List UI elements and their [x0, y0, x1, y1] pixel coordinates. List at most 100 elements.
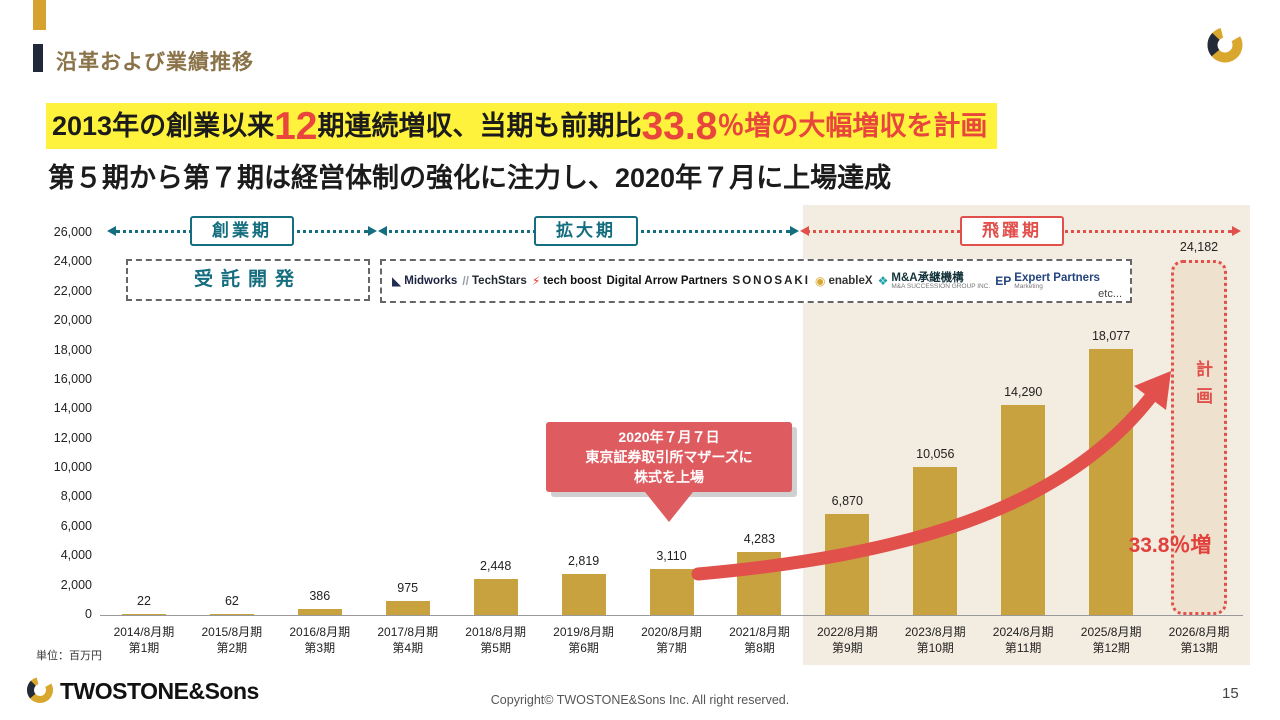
services-logos-box: ◣ Midworks //TechStars ⚡ tech boost Digital A… [380, 259, 1132, 303]
arrow-right-icon [1232, 226, 1241, 236]
bar-value-label: 2,819 [567, 553, 600, 568]
x-axis-line [100, 615, 1243, 616]
headline-text-2: 期連続増収、当期も前期比 [317, 111, 642, 141]
x-label-term: 第1期 [128, 641, 160, 655]
bar-value-label: 24,182 [1179, 239, 1219, 254]
plan-label: 計画 [1193, 360, 1212, 414]
bar [209, 613, 254, 615]
bar [913, 467, 958, 615]
bar-value-label: 22 [137, 593, 151, 608]
partner-logo-enablex: ◉ enableX [815, 274, 873, 288]
x-label-term: 第12期 [1092, 641, 1130, 655]
phase-label-expansion: 拡大期 [534, 216, 638, 246]
logo-name: SONOSAKI [732, 274, 810, 287]
x-label-term: 第4期 [392, 641, 424, 655]
bar-value-label: 386 [309, 589, 331, 604]
bar-value-label: 18,077 [1091, 329, 1131, 344]
y-tick-label: 4,000 [60, 548, 92, 563]
title-accent-bar [33, 44, 43, 72]
partner-logo-techstars: //TechStars [462, 274, 526, 288]
partner-logo-ma-shokei: ❖ M&A承継機構 M&A SUCCESSION GROUP INC. [878, 272, 991, 291]
y-tick-label: 0 [85, 607, 92, 621]
x-label-term: 第7期 [656, 641, 687, 655]
x-label-year: 2017/8月期 [377, 625, 439, 639]
ipo-callout-line3: 株式を上場 [634, 469, 704, 485]
x-label-term: 第2期 [216, 641, 248, 655]
gold-accent-mark [33, 0, 46, 30]
logo-name: TechStars [472, 274, 527, 287]
midworks-icon: ◣ [392, 274, 402, 288]
ipo-callout-line1: 2020年７月７日 [618, 429, 720, 445]
bar [385, 600, 430, 615]
logo-name: Digital Arrow Partners [606, 274, 728, 287]
logos-row: ◣ Midworks //TechStars ⚡ tech boost Digital A… [382, 261, 1130, 301]
y-tick-label: 18,000 [53, 342, 92, 357]
bar-value-label: 975 [397, 580, 419, 595]
phase-label-leap: 飛躍期 [960, 216, 1064, 246]
unit-label: 単位：百万円 [36, 650, 102, 662]
contract-dev-box: 受託開発 [126, 259, 370, 301]
ma-shokei-icon: ❖ [877, 274, 889, 288]
x-label-term: 第5期 [480, 641, 511, 655]
phase-label-founding: 創業期 [190, 216, 294, 246]
y-tick-label: 8,000 [60, 489, 92, 504]
logo-name: M&A承継機構 [891, 271, 964, 284]
headline-text-1: 2013年の創業以来 [52, 111, 275, 141]
page-title: 沿革および業績推移 [56, 51, 254, 74]
x-label-term: 第3期 [304, 641, 336, 655]
y-tick-label: 26,000 [53, 225, 92, 239]
x-label-term: 第11期 [1004, 641, 1042, 655]
x-label-year: 2020/8月期 [641, 625, 702, 639]
copyright: Copyright© TWOSTONE&Sons Inc. All right … [490, 693, 790, 707]
bar-value-label: 2,448 [480, 559, 512, 573]
plan-bar [1171, 259, 1227, 615]
y-tick-label: 24,000 [53, 254, 92, 269]
ipo-callout-arrow-icon [645, 492, 693, 522]
bar [122, 613, 166, 615]
bar-value-label: 6,870 [831, 494, 863, 509]
logo-name: Expert Partners [1014, 271, 1100, 284]
bar-value-label: 10,056 [916, 447, 955, 462]
x-label-term: 第6期 [568, 641, 599, 655]
x-label-term: 第8期 [744, 641, 775, 655]
y-tick-label: 12,000 [53, 430, 92, 445]
bar [561, 573, 606, 615]
partner-logo-tech-boost: ⚡ tech boost [532, 274, 602, 288]
x-label-term: 第13期 [1180, 641, 1218, 655]
x-label-year: 2022/8月期 [816, 625, 878, 639]
arrow-left-icon [800, 226, 809, 236]
bar-value-label: 14,290 [1004, 385, 1043, 399]
bar [473, 579, 518, 615]
growth-rate-label: 33.8％増 [1128, 534, 1212, 557]
etc-label: etc... [1098, 288, 1122, 300]
logo-name: enableX [828, 274, 873, 287]
bar [825, 514, 870, 615]
y-tick-label: 10,000 [53, 460, 92, 475]
bar [737, 552, 782, 615]
bar-value-label: 4,283 [743, 532, 776, 547]
arrow-right-icon [368, 226, 377, 236]
footer-logo-icon [27, 677, 53, 703]
techstars-icon: // [462, 274, 470, 288]
y-tick-label: 16,000 [53, 371, 92, 386]
x-label-year: 2026/8月期 [1168, 625, 1230, 639]
ipo-callout-line2: 東京証券取引所マザーズに [585, 449, 753, 465]
logo-name: Midworks [404, 274, 458, 287]
expert-partners-icon: EP [995, 274, 1012, 288]
x-label-year: 2018/8月期 [465, 625, 526, 639]
y-tick-label: 2,000 [60, 577, 92, 592]
headline-number-12: 12 [274, 105, 318, 148]
y-tick-label: 22,000 [53, 283, 92, 298]
y-tick-label: 6,000 [60, 518, 92, 533]
bar [1001, 405, 1046, 615]
x-label-term: 第9期 [831, 641, 863, 655]
y-tick-label: 14,000 [53, 401, 92, 416]
x-label-year: 2024/8月期 [992, 625, 1054, 639]
logo-subtext: Marketing [1014, 282, 1043, 290]
partner-logo-sonosaki: SONOSAKI [733, 275, 810, 287]
bar [1089, 349, 1134, 615]
logo-name: tech boost [543, 274, 602, 287]
x-label-year: 2025/8月期 [1080, 625, 1142, 639]
footer-brand: TWOSTONE&Sons [60, 678, 259, 704]
